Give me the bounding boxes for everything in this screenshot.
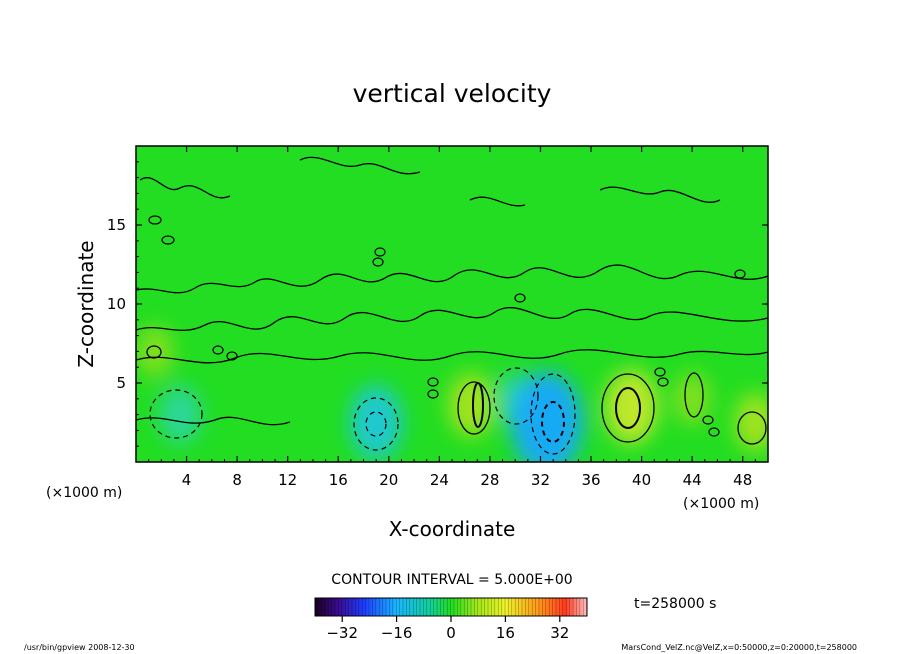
x-tick-label: 16 bbox=[329, 471, 348, 489]
colorbar-stripes bbox=[317, 598, 587, 616]
x-unit-right: (×1000 m) bbox=[683, 496, 759, 512]
colorbar-tick-label: −16 bbox=[381, 624, 413, 642]
colorbar-ticks: −32 −16 0 16 32 bbox=[326, 616, 569, 642]
y-tick-label: 10 bbox=[107, 295, 126, 313]
x-axis: 4 8 12 16 20 24 28 32 36 40 44 48 bbox=[148, 146, 756, 489]
x-tick-label: 48 bbox=[733, 471, 752, 489]
y-tick-label: 5 bbox=[116, 374, 126, 392]
x-tick-label: 8 bbox=[232, 471, 242, 489]
contour-interval-label: CONTOUR INTERVAL = 5.000E+00 bbox=[331, 572, 572, 588]
x-tick-label: 28 bbox=[480, 471, 499, 489]
x-tick-label: 20 bbox=[379, 471, 398, 489]
chart-title: vertical velocity bbox=[353, 79, 552, 108]
time-label: t=258000 s bbox=[634, 596, 716, 612]
field-feature-6 bbox=[673, 372, 711, 425]
x-unit-left: (×1000 m) bbox=[46, 485, 122, 501]
plot-area bbox=[136, 146, 768, 462]
x-tick-label: 4 bbox=[182, 471, 192, 489]
colorbar-tick-label: 16 bbox=[496, 624, 515, 642]
y-axis-label: Z-coordinate bbox=[74, 240, 98, 367]
colorbar-tick-label: 32 bbox=[550, 624, 569, 642]
colorbar-tick-label: −32 bbox=[326, 624, 358, 642]
colorbar-tick-label: 0 bbox=[446, 624, 456, 642]
x-tick-label: 32 bbox=[531, 471, 550, 489]
field-feature-4 bbox=[510, 371, 583, 462]
x-tick-label: 12 bbox=[278, 471, 297, 489]
field-feature-5 bbox=[605, 369, 658, 444]
x-tick-label: 24 bbox=[430, 471, 449, 489]
x-tick-label: 44 bbox=[683, 471, 702, 489]
y-tick-label: 15 bbox=[107, 216, 126, 234]
x-axis-label: X-coordinate bbox=[389, 517, 516, 541]
x-tick-label: 40 bbox=[632, 471, 651, 489]
small-contour-loops bbox=[148, 215, 746, 437]
colorbar: −32 −16 0 16 32 bbox=[314, 597, 588, 642]
x-tick-label: 36 bbox=[581, 471, 600, 489]
field-feature-8 bbox=[136, 325, 174, 378]
footer-right: MarsCond_VelZ.nc@VelZ,x=0:50000,z=0:2000… bbox=[621, 643, 857, 652]
y-axis: 5 10 15 bbox=[107, 161, 768, 447]
negative-contours bbox=[149, 367, 576, 455]
colorbar-gradient bbox=[315, 598, 587, 616]
field-feature-0 bbox=[159, 385, 201, 444]
field-feature-7 bbox=[734, 393, 768, 452]
footer-left: /usr/bin/gpview 2008-12-30 bbox=[24, 643, 135, 652]
contour-lines bbox=[136, 156, 768, 445]
field-feature-1 bbox=[349, 385, 403, 460]
